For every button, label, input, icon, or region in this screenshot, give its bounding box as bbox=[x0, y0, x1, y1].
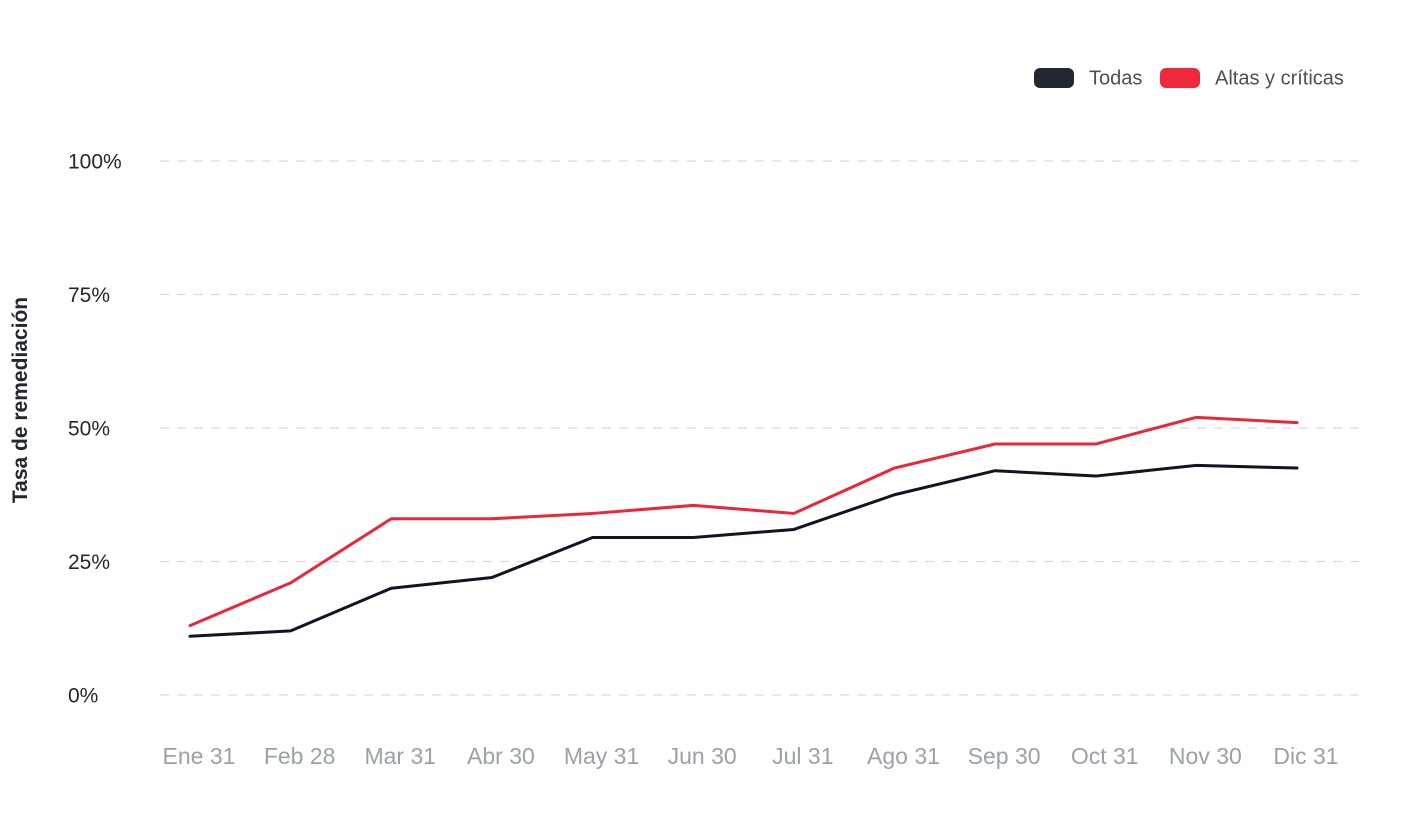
y-axis-ticks: 0% 25% 50% 75% 100% bbox=[68, 151, 122, 708]
y-tick-label: 0% bbox=[68, 685, 98, 708]
x-tick-label: May 31 bbox=[564, 743, 639, 769]
gridlines bbox=[160, 160, 1362, 696]
x-tick-label: Ene 31 bbox=[163, 743, 236, 769]
y-axis-label: Tasa de remediación bbox=[9, 297, 32, 503]
x-tick-label: Jun 30 bbox=[668, 743, 737, 769]
x-tick-label: Sep 30 bbox=[968, 743, 1041, 769]
x-tick-label: Oct 31 bbox=[1071, 743, 1139, 769]
y-tick-label: 75% bbox=[68, 284, 110, 307]
series-line-todas bbox=[188, 463, 1299, 638]
legend[interactable]: Todas Altas y críticas bbox=[1034, 67, 1344, 89]
y-tick-label: 50% bbox=[68, 418, 110, 441]
legend-swatch bbox=[1034, 68, 1074, 88]
x-tick-label: Mar 31 bbox=[364, 743, 436, 769]
legend-item-todas[interactable]: Todas bbox=[1034, 67, 1142, 89]
x-tick-label: Nov 30 bbox=[1169, 743, 1242, 769]
x-tick-label: Dic 31 bbox=[1273, 743, 1338, 769]
legend-label: Altas y críticas bbox=[1215, 67, 1344, 89]
x-tick-label: Abr 30 bbox=[467, 743, 535, 769]
x-tick-label: Ago 31 bbox=[867, 743, 940, 769]
series-lines bbox=[188, 415, 1299, 638]
x-tick-label: Feb 28 bbox=[264, 743, 336, 769]
y-tick-label: 100% bbox=[68, 151, 122, 174]
legend-label: Todas bbox=[1089, 67, 1142, 89]
y-tick-label: 25% bbox=[68, 551, 110, 574]
legend-swatch bbox=[1160, 68, 1200, 88]
series-line-altas-y-criticas bbox=[188, 415, 1299, 628]
x-tick-label: Jul 31 bbox=[772, 743, 833, 769]
legend-item-altas-y-criticas[interactable]: Altas y críticas bbox=[1160, 67, 1344, 89]
x-axis-ticks: Ene 31 Feb 28 Mar 31 Abr 30 May 31 Jun 30 Jul … bbox=[163, 743, 1339, 769]
